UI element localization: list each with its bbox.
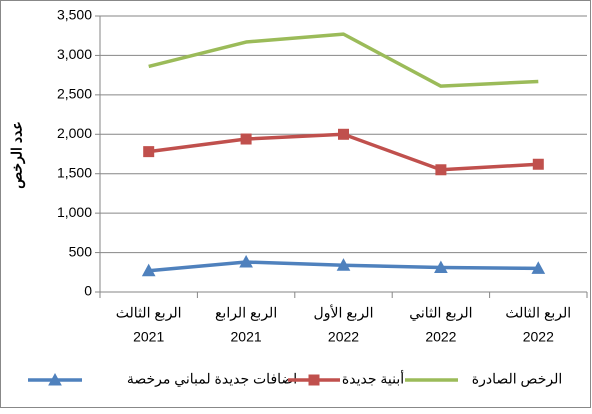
y-tick-label: 2,500: [57, 86, 92, 102]
x-tick-label: 2022: [523, 329, 554, 345]
y-tick-label: 0: [84, 283, 92, 299]
y-tick-label: 2,000: [57, 125, 92, 141]
y-tick-label: 1,500: [57, 164, 92, 180]
x-tick-label: الربع الثاني: [409, 305, 472, 322]
marker: [531, 261, 546, 274]
x-tick-label: 2021: [231, 329, 262, 345]
y-tick-label: 1,000: [57, 204, 92, 220]
x-tick-label: الربع الثالث: [505, 305, 571, 322]
marker: [434, 260, 448, 274]
y-tick-label: 3,000: [57, 46, 92, 62]
marker: [435, 164, 447, 176]
marker: [308, 374, 320, 386]
marker: [239, 254, 253, 268]
legend-label: أبنية جديدة: [342, 369, 404, 387]
legend-label: الرخص الصادرة: [472, 371, 562, 388]
y-tick-label: 3,500: [57, 7, 92, 23]
legend-label: اضافات جديدة لمباني مرخصة: [127, 371, 297, 388]
marker: [336, 258, 351, 271]
x-tick-label: 2021: [133, 329, 164, 345]
x-tick-label: الربع الرابع: [215, 305, 277, 322]
marker: [143, 146, 155, 158]
series-line: [148, 32, 539, 88]
marker: [338, 128, 349, 140]
y-axis-title: عدد الرخص: [9, 121, 26, 189]
x-tick-label: الربع الثالث: [116, 305, 182, 322]
marker: [48, 372, 62, 386]
marker: [532, 158, 544, 170]
marker: [240, 133, 252, 145]
x-tick-label: الربع الأول: [314, 304, 374, 322]
x-tick-label: 2022: [425, 329, 456, 345]
y-tick-label: 500: [69, 243, 93, 259]
marker: [141, 263, 156, 277]
x-tick-label: 2022: [328, 329, 359, 345]
